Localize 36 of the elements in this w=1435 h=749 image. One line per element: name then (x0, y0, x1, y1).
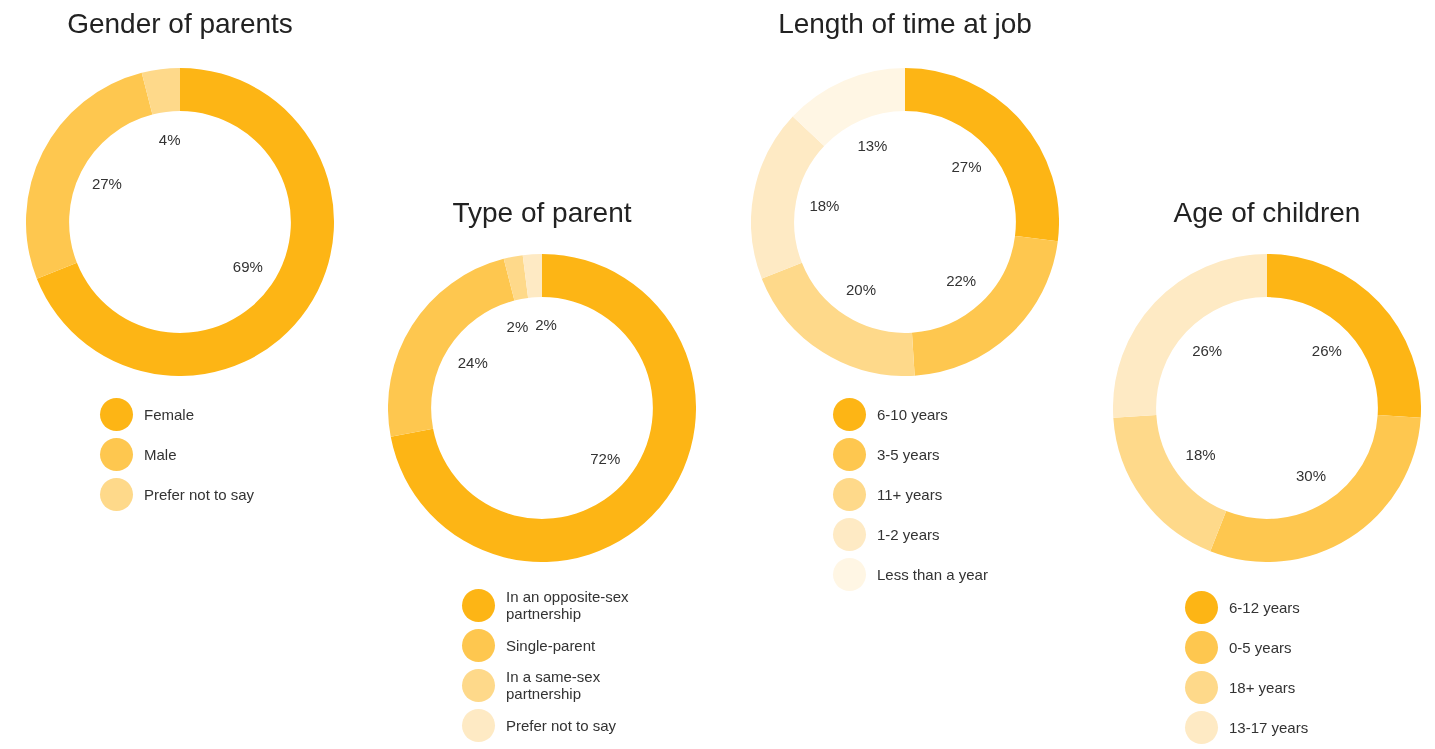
legend-label: 18+ years (1229, 678, 1296, 696)
legend-label: In a same-sex partnership (506, 668, 602, 702)
legend-label: 13-17 years (1229, 718, 1309, 736)
chart-title: Length of time at job (777, 8, 1033, 40)
data-label: 2% (535, 316, 557, 334)
legend-label: 3-5 years (877, 445, 940, 463)
legend-label: 0-5 years (1229, 638, 1292, 656)
data-label: 18% (809, 196, 840, 214)
legend-label: In an opposite-sex partnership (506, 588, 630, 622)
data-label: 27% (951, 157, 982, 175)
legend-label: Less than a year (877, 565, 988, 583)
data-label: 27% (91, 174, 122, 192)
chart-title: Age of children (1172, 197, 1362, 229)
data-label: 4% (158, 130, 181, 148)
data-label: 20% (846, 281, 877, 299)
data-label: 69% (232, 258, 263, 276)
legend-label: 1-2 years (877, 525, 940, 543)
legend-label: Single-parent (506, 636, 596, 654)
data-label: 30% (1295, 467, 1326, 485)
data-label: 24% (457, 354, 488, 372)
data-label: 18% (1185, 446, 1216, 464)
legend-label: Female (144, 405, 195, 423)
legend-label: Prefer not to say (506, 716, 617, 734)
legend-label: 6-12 years (1229, 598, 1300, 616)
legend-label: Male (144, 445, 177, 463)
chart-title: Type of parent (451, 197, 633, 229)
data-label: 26% (1192, 341, 1223, 359)
legend-label: 6-10 years (877, 405, 948, 423)
data-label: 22% (946, 271, 977, 289)
data-label: 72% (590, 450, 621, 468)
data-label: 26% (1311, 341, 1342, 359)
data-label: 2% (506, 317, 529, 335)
legend-label: Prefer not to say (144, 485, 255, 503)
legend-label: 11+ years (877, 485, 943, 503)
chart-title: Gender of parents (66, 8, 294, 40)
data-label: 13% (857, 136, 888, 154)
